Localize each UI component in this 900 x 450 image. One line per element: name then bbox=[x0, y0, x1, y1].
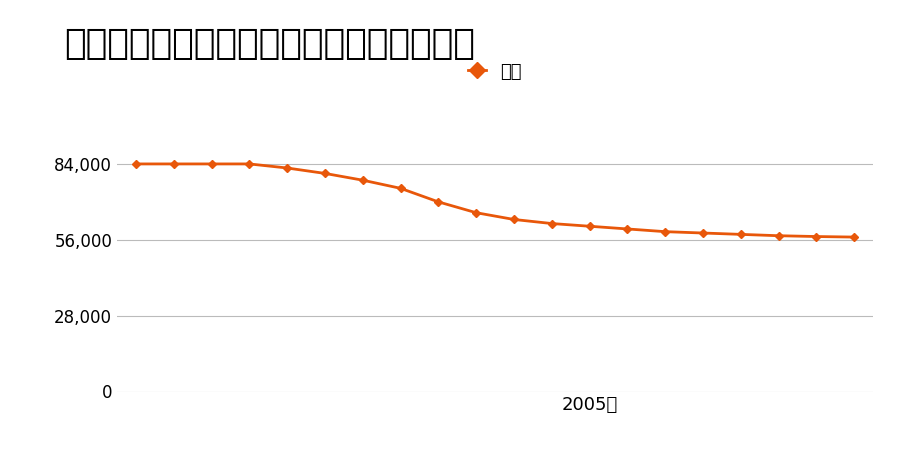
価格 bbox=[357, 177, 368, 183]
価格 bbox=[584, 224, 595, 229]
価格 bbox=[773, 233, 784, 238]
価格 bbox=[168, 161, 179, 166]
Text: 熊本県熊本市野中１丁目６８番の地価推移: 熊本県熊本市野中１丁目６８番の地価推移 bbox=[64, 27, 475, 61]
価格 bbox=[698, 230, 708, 236]
価格 bbox=[320, 171, 330, 176]
価格 bbox=[508, 217, 519, 222]
価格 bbox=[849, 234, 859, 240]
価格 bbox=[471, 210, 482, 216]
価格 bbox=[433, 199, 444, 205]
価格 bbox=[395, 185, 406, 191]
価格 bbox=[735, 232, 746, 237]
価格 bbox=[282, 165, 292, 171]
価格 bbox=[130, 161, 141, 166]
価格 bbox=[660, 229, 670, 234]
価格 bbox=[622, 226, 633, 232]
価格 bbox=[206, 161, 217, 166]
Line: 価格: 価格 bbox=[133, 161, 857, 240]
価格 bbox=[546, 221, 557, 226]
Legend: 価格: 価格 bbox=[461, 55, 529, 88]
価格 bbox=[244, 161, 255, 166]
価格 bbox=[811, 234, 822, 239]
